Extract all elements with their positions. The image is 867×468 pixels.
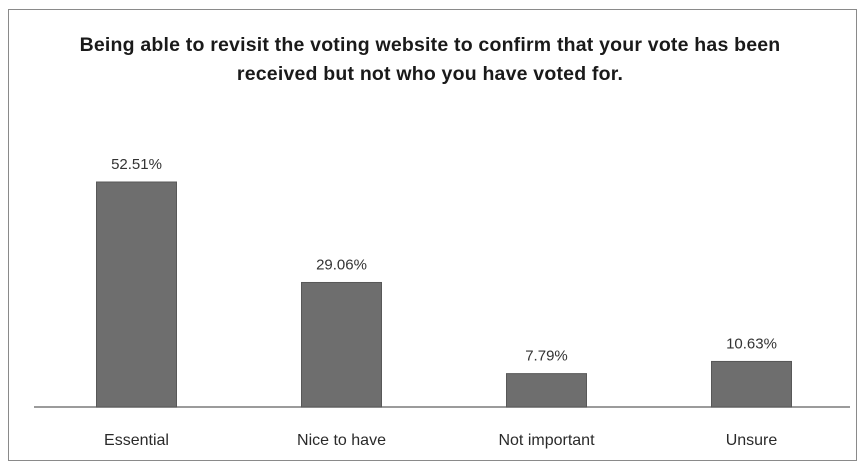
bar-not-important [506,373,587,408]
data-label-unsure: 10.63% [726,335,777,352]
tick-label-essential: Essential [104,432,169,449]
bar-nice-to-have [301,281,382,408]
tick-label-nice-to-have: Nice to have [297,432,386,449]
tick-label-not-important: Not important [498,432,595,449]
data-label-not-important: 7.79% [525,348,568,365]
chart-title: Being able to revisit the voting website… [79,34,781,85]
data-label-essential: 52.51% [111,156,162,173]
data-label-nice-to-have: 29.06% [316,256,367,273]
bars-group [96,181,792,408]
tick-labels-group: Essential Nice to have Not important Unsure [104,432,777,449]
tick-label-unsure: Unsure [726,432,778,449]
data-labels-group: 52.51% 29.06% 7.79% 10.63% [111,156,777,365]
bar-unsure [711,360,792,408]
bar-essential [96,181,177,408]
